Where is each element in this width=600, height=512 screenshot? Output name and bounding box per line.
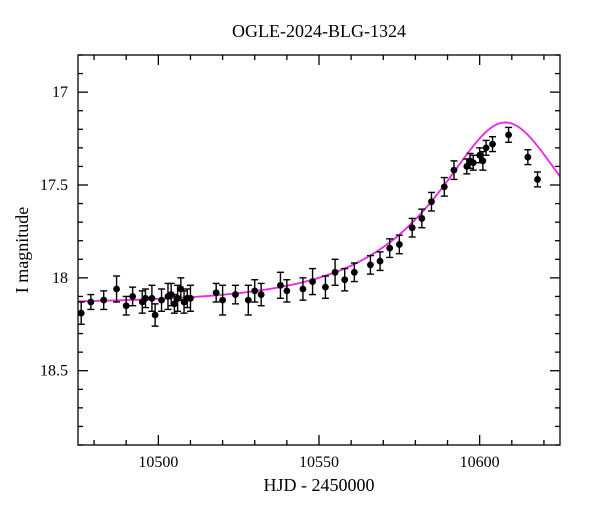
data-point xyxy=(418,215,425,222)
data-point xyxy=(470,159,477,166)
chart-title: OGLE-2024-BLG-1324 xyxy=(232,21,406,41)
data-point xyxy=(367,261,374,268)
data-point xyxy=(396,241,403,248)
data-point xyxy=(152,312,159,319)
data-point xyxy=(277,282,284,289)
data-point xyxy=(219,297,226,304)
data-point xyxy=(100,297,107,304)
data-point xyxy=(534,176,541,183)
data-point xyxy=(87,299,94,306)
data-point xyxy=(158,297,165,304)
data-point xyxy=(142,295,149,302)
y-tick-label: 18 xyxy=(52,270,68,287)
data-point xyxy=(341,276,348,283)
y-tick-label: 17.5 xyxy=(40,177,68,194)
data-point xyxy=(309,278,316,285)
data-point xyxy=(386,245,393,252)
data-point xyxy=(451,167,458,174)
data-point xyxy=(129,293,136,300)
data-point xyxy=(332,269,339,276)
data-point xyxy=(258,291,265,298)
data-point xyxy=(505,131,512,138)
data-point xyxy=(524,154,531,161)
data-point xyxy=(483,144,490,151)
x-tick-label: 10500 xyxy=(138,454,178,471)
data-point xyxy=(441,183,448,190)
chart-container: 10500 10550 10600 17 17.5 18 18.5 OGLE-2024-BL… xyxy=(0,0,600,512)
data-point xyxy=(300,286,307,293)
tick-labels: 10500 10550 10600 17 17.5 18 18.5 xyxy=(40,84,500,471)
data-point xyxy=(251,287,258,294)
data-point xyxy=(322,284,329,291)
data-point xyxy=(428,198,435,205)
data-point xyxy=(489,141,496,148)
data-point xyxy=(283,287,290,294)
chart-svg: 10500 10550 10600 17 17.5 18 18.5 OGLE-2024-BL… xyxy=(0,0,600,512)
y-tick-label: 17 xyxy=(52,84,68,101)
data-point xyxy=(213,289,220,296)
y-axis-label: I magnitude xyxy=(12,207,32,293)
data-point xyxy=(149,295,156,302)
x-tick-label: 10600 xyxy=(460,454,500,471)
data-series xyxy=(78,127,541,326)
data-point xyxy=(479,157,486,164)
data-point xyxy=(123,302,130,309)
data-point xyxy=(351,269,358,276)
data-point xyxy=(409,224,416,231)
axes xyxy=(78,55,560,445)
y-tick-label: 18.5 xyxy=(40,363,68,380)
data-point xyxy=(187,295,194,302)
data-point xyxy=(245,297,252,304)
x-tick-label: 10550 xyxy=(299,454,339,471)
x-axis-label: HJD - 2450000 xyxy=(264,475,375,495)
data-point xyxy=(377,258,384,265)
data-point xyxy=(232,291,239,298)
data-point xyxy=(113,286,120,293)
